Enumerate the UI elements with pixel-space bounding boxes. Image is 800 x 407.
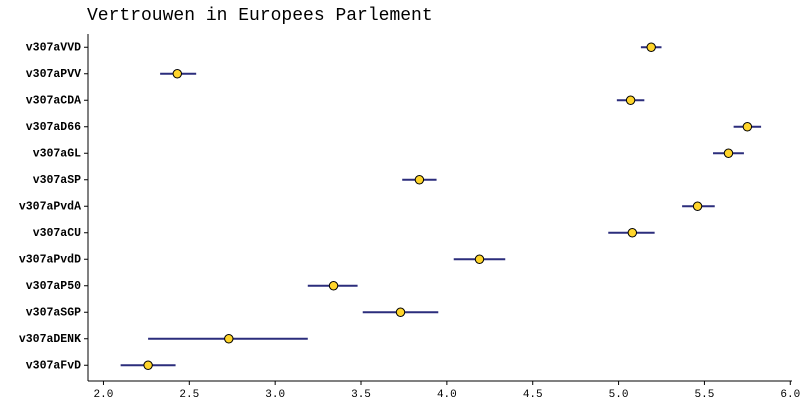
point: [414, 175, 425, 185]
x-tick-label: 5.0: [609, 389, 629, 401]
y-tick-label: v307aD66: [26, 121, 81, 134]
point: [474, 254, 485, 264]
x-tick-label: 4.0: [437, 389, 457, 401]
y-tick-label: v307aDENK: [19, 333, 81, 346]
y-tick-label: v307aPvdA: [19, 200, 81, 213]
x-tick-label: 5.5: [695, 389, 715, 401]
point: [625, 95, 636, 105]
x-tick-label: 2.0: [94, 389, 114, 401]
x-tick-label: 3.5: [351, 389, 371, 401]
point: [723, 148, 734, 158]
point: [143, 360, 153, 370]
y-tick-label: v307aP50: [26, 280, 81, 293]
point: [627, 228, 638, 238]
y-tick-label: v307aGL: [33, 147, 81, 160]
y-tick-label: v307aSP: [33, 174, 81, 187]
y-tick-label: v307aVVD: [26, 41, 81, 54]
y-tick-label: v307aPVV: [26, 68, 81, 81]
point: [742, 122, 753, 132]
point: [224, 334, 234, 344]
point: [692, 201, 703, 211]
point: [328, 281, 339, 291]
x-tick-label: 3.0: [265, 389, 285, 401]
y-tick-label: v307aFvD: [26, 359, 81, 372]
x-tick-label: 2.5: [179, 389, 199, 401]
x-tick-label: 6.0: [780, 389, 800, 401]
point: [395, 307, 406, 317]
point: [646, 42, 656, 52]
y-tick-label: v307aSGP: [26, 306, 81, 319]
y-tick-label: v307aPvdD: [19, 253, 81, 266]
y-tick-label: v307aCDA: [26, 94, 81, 107]
point: [172, 69, 182, 79]
y-tick-label: v307aCU: [33, 227, 81, 240]
x-tick-label: 4.5: [523, 389, 543, 401]
chart-title: Vertrouwen in Europees Parlement: [87, 6, 433, 26]
